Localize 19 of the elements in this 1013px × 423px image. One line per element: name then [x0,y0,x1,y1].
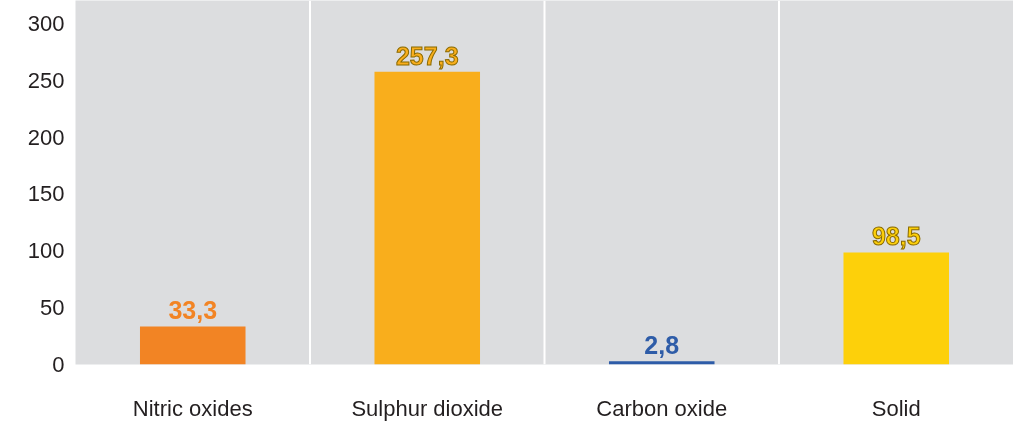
data-label: 33,3 [168,296,218,325]
bar [139,326,246,365]
bar [608,361,715,365]
data-label: 257,3 [395,41,459,70]
x-tick-label: Carbon oxide [596,395,728,421]
bar [843,252,950,365]
y-tick-label: 200 [27,124,65,150]
data-label: 2,8 [644,331,680,360]
x-tick-label: Solid [871,395,921,421]
data-label: 98,5 [871,222,921,251]
y-tick-label: 300 [27,10,65,36]
y-tick-label: 100 [27,238,65,264]
bar [374,71,481,365]
y-tick-label: 250 [27,67,65,93]
x-tick-label: Sulphur dioxide [351,395,504,421]
y-tick-label: 0 [52,352,65,377]
y-tick-label: 50 [40,295,65,321]
x-tick-label: Nitric oxides [132,395,253,421]
y-tick-label: 150 [27,181,65,207]
